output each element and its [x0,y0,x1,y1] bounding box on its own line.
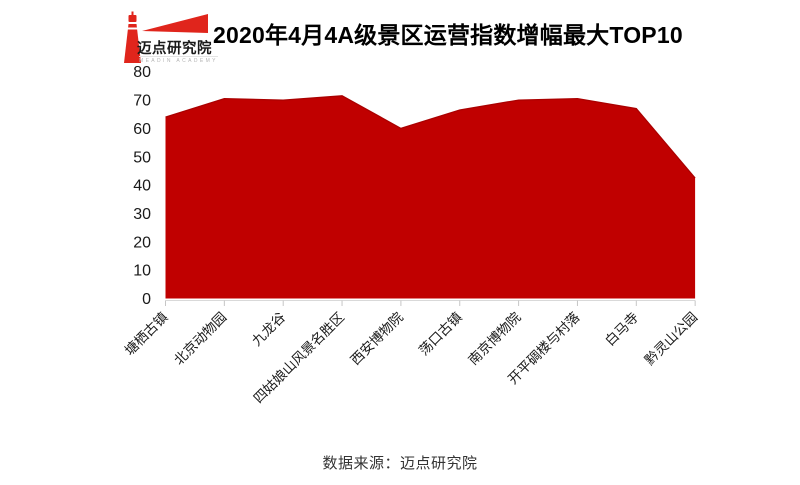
lighthouse-icon [124,11,208,63]
x-axis-label: 九龙谷 [249,309,289,349]
x-axis-label: 南京博物院 [465,308,524,367]
light-beam-icon [142,14,208,33]
area-series-edge [165,95,696,179]
x-axis-label: 塘栖古镇 [122,310,171,359]
y-axis-label: 60 [133,121,151,138]
area-series [165,95,696,299]
lighthouse-tower [124,24,141,63]
y-axis-label: 50 [133,149,151,166]
chart-title: 2020年4月4A级景区运营指数增幅最大TOP10 [213,22,683,48]
x-axis-label: 西安博物院 [347,308,406,367]
y-axis-label: 70 [133,93,151,110]
lighthouse-stripe [127,27,138,30]
x-axis-label: 白马寺 [602,310,641,349]
source-caption: 数据来源：迈点研究院 [322,455,478,472]
brand-logo: 迈点研究院 MEADIN ACADEMY [116,11,218,65]
lighthouse-lantern [128,15,137,22]
x-axis-label: 黔灵山公园 [642,310,700,368]
y-axis-label: 30 [133,206,151,223]
logo-subtitle: MEADIN ACADEMY [139,56,218,64]
y-axis-label: 20 [133,234,151,251]
x-axis-label: 北京动物园 [171,310,229,368]
logo-name: 迈点研究院 [137,41,212,57]
y-axis-label: 0 [142,291,151,308]
y-axis-label: 40 [133,178,151,195]
area-chart: 0 10 20 30 40 50 60 70 80 塘栖古镇 北京动物园 九龙谷 四姑娘山风景名胜区 西安… [122,64,700,406]
x-axis-label: 荡口古镇 [416,310,465,359]
y-axis-label: 10 [133,263,151,280]
y-axis-label: 80 [133,64,151,81]
